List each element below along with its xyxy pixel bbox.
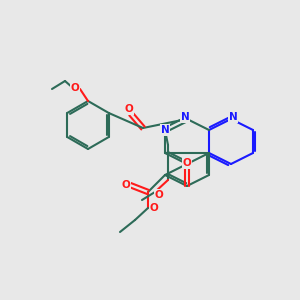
Text: O: O — [122, 180, 130, 190]
Text: N: N — [229, 112, 237, 122]
Text: O: O — [183, 158, 191, 168]
Text: O: O — [70, 83, 80, 93]
Text: O: O — [154, 190, 164, 200]
Text: O: O — [150, 203, 158, 213]
Text: O: O — [124, 104, 134, 114]
Text: N: N — [181, 112, 189, 122]
Text: N: N — [160, 125, 169, 135]
